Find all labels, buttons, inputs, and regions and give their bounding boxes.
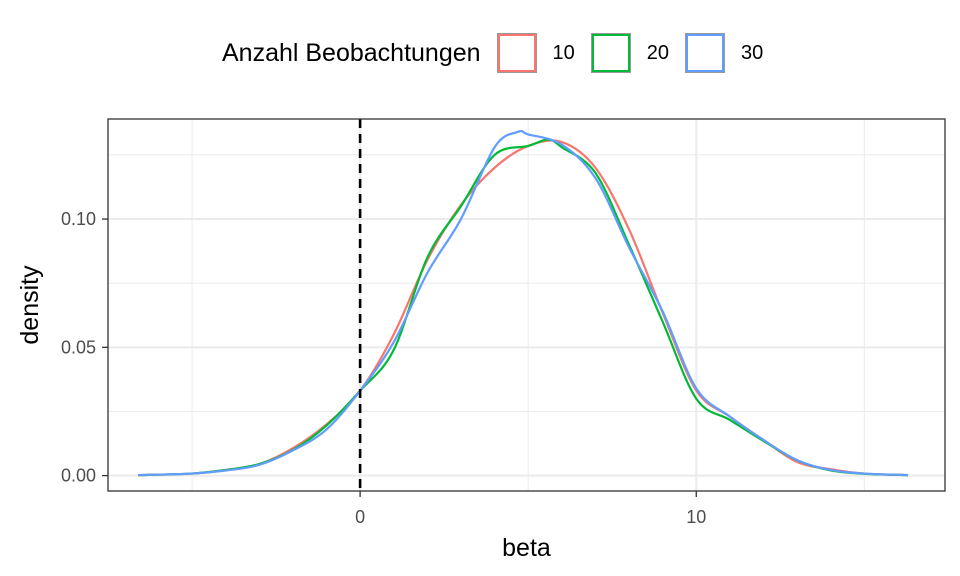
density-curve-20 xyxy=(138,138,909,477)
x-axis-title: beta xyxy=(502,534,551,562)
density-curve-30 xyxy=(138,129,909,477)
y-axis-title: density xyxy=(16,265,44,345)
density-curve-10 xyxy=(138,139,909,477)
legend: Anzahl Beobachtungen 10 20 30 xyxy=(222,30,779,76)
legend-label-20: 20 xyxy=(646,41,670,64)
density-curves xyxy=(138,129,909,477)
legend-label-10: 10 xyxy=(552,41,575,64)
y-tick-label: 0.00 xyxy=(61,466,96,486)
major-gridlines xyxy=(108,119,945,491)
x-tick-label: 10 xyxy=(686,507,706,527)
legend-item-20: 20 xyxy=(590,33,670,73)
panel-border xyxy=(107,118,946,492)
minor-gridlines xyxy=(108,119,945,491)
legend-key-30-line xyxy=(686,34,725,72)
legend-item-10: 10 xyxy=(496,33,575,73)
legend-label-30: 30 xyxy=(741,41,764,64)
x-tick-label: 0 xyxy=(355,507,365,527)
legend-item-30: 30 xyxy=(685,33,763,73)
legend-title: Anzahl Beobachtungen xyxy=(222,38,481,67)
legend-key-30 xyxy=(685,33,726,73)
y-tick-label: 0.05 xyxy=(61,337,96,357)
axis-ticks: 0 10 0.00 0.05 0.10 xyxy=(61,209,706,527)
legend-key-20-line xyxy=(591,34,630,72)
legend-key-10-line xyxy=(497,34,536,72)
legend-key-10 xyxy=(496,33,537,73)
y-tick-label: 0.10 xyxy=(61,209,96,229)
legend-key-20 xyxy=(590,33,631,73)
